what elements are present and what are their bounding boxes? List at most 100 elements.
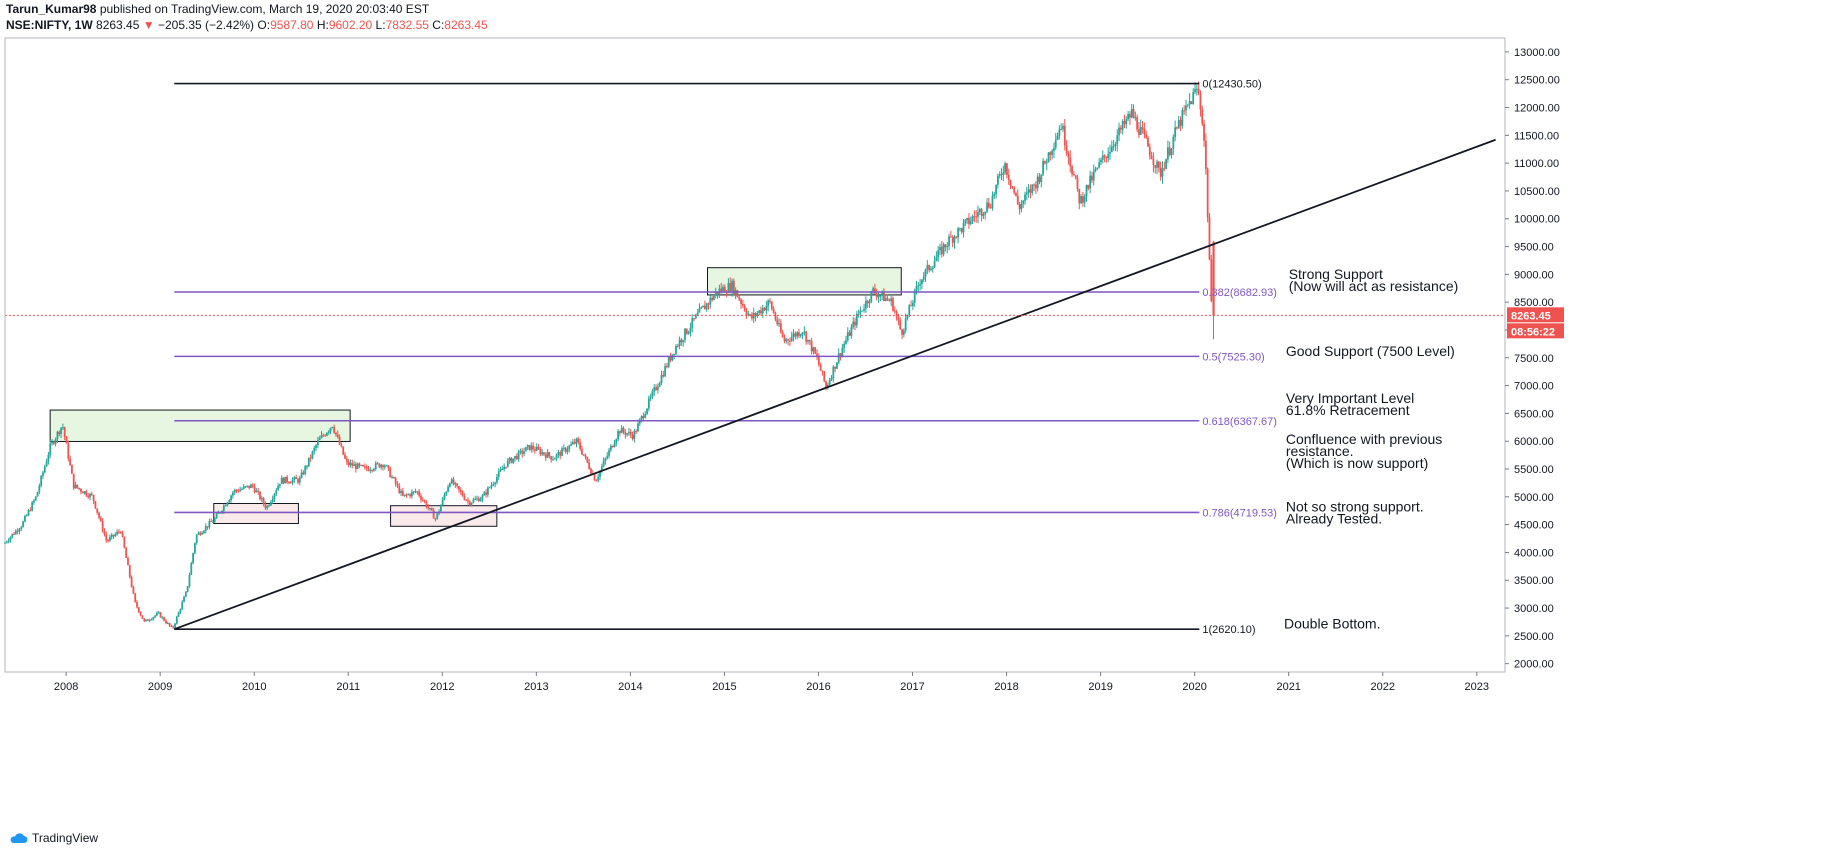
candle-body <box>1049 152 1052 155</box>
candle-body <box>148 620 151 622</box>
candle-body <box>1170 148 1173 156</box>
candle-body <box>1027 189 1030 193</box>
candle-body <box>1141 127 1144 130</box>
annot-strong-support-line: (Now will act as resistance) <box>1289 278 1459 294</box>
candle-body <box>732 280 735 295</box>
chart-header: Tarun_Kumar98 published on TradingView.c… <box>6 2 488 32</box>
candle-body <box>606 455 609 459</box>
candle-body <box>1125 119 1128 125</box>
candle-body <box>1172 136 1175 149</box>
candle-body <box>1116 135 1119 145</box>
candle-body <box>481 495 484 500</box>
candle-body <box>269 501 272 506</box>
candle-body <box>1060 128 1063 130</box>
candle-body <box>1065 145 1068 154</box>
candle-body <box>76 484 79 488</box>
candle-body <box>1203 123 1205 141</box>
candle-body <box>996 175 999 185</box>
candle-body <box>365 466 368 469</box>
candle-body <box>799 334 802 337</box>
candle-body <box>548 452 551 457</box>
candle-body <box>262 498 265 504</box>
candle-body <box>331 427 334 429</box>
candle-body <box>458 486 460 490</box>
candle-body <box>910 305 912 307</box>
candle-body <box>329 427 332 432</box>
candle-body <box>850 327 853 336</box>
candle-body <box>1154 165 1157 168</box>
candle-body <box>313 447 316 452</box>
candle-body <box>637 423 639 432</box>
candle-body <box>933 261 936 268</box>
candle-body <box>647 398 650 409</box>
high-label: H: <box>316 18 329 32</box>
candle-body <box>534 449 536 451</box>
candle-body <box>215 513 218 519</box>
candle-body <box>501 469 504 471</box>
candle-body <box>1136 117 1139 130</box>
candle-body <box>1096 167 1099 169</box>
candle-body <box>212 521 214 523</box>
ascending-trendline <box>173 138 1496 631</box>
candle-body <box>622 427 625 432</box>
candle-body <box>418 491 421 496</box>
candle-body <box>156 613 158 616</box>
y-tick-label: 5500.00 <box>1514 464 1554 476</box>
candle-body <box>770 301 773 310</box>
candle-body <box>751 314 753 319</box>
candle-body <box>190 563 193 575</box>
open-label: O: <box>257 18 271 32</box>
candle-body <box>401 490 404 496</box>
candle-body <box>682 339 685 343</box>
candle-body <box>1148 146 1151 156</box>
candle-body <box>105 534 108 541</box>
candle-body <box>707 303 710 305</box>
tradingview-logo[interactable]: TradingView <box>10 831 98 845</box>
candle-body <box>926 265 929 270</box>
candle-body <box>546 452 549 458</box>
candle-body <box>345 458 348 462</box>
candle-body <box>22 521 24 528</box>
candle-body <box>693 318 695 320</box>
candle-body <box>143 618 146 622</box>
candle-body <box>892 298 894 311</box>
candle-body <box>485 492 487 495</box>
candle-body <box>496 476 498 483</box>
candle-body <box>524 447 527 452</box>
candle-body <box>275 490 278 494</box>
candle-body <box>1130 108 1133 118</box>
candle-body <box>557 452 560 455</box>
candle-body <box>1071 166 1073 175</box>
zone-2012-low <box>390 505 498 527</box>
candle-body <box>506 460 509 467</box>
symbol-label[interactable]: NSE:NIFTY, 1W <box>6 18 93 32</box>
candle-body <box>427 507 430 509</box>
plot-frame <box>4 37 1506 673</box>
candle-body <box>778 323 780 325</box>
candle-body <box>631 434 634 439</box>
candle-body <box>747 314 750 316</box>
x-tick-label: 2019 <box>1088 681 1112 693</box>
countdown-label: 08:56:22 <box>1511 326 1555 338</box>
candle-body <box>1063 125 1066 146</box>
candle-body <box>696 312 699 315</box>
candle-body <box>812 347 815 352</box>
candle-body <box>1044 161 1046 164</box>
ohlc-line: NSE:NIFTY, 1W 8263.45 ▼ −205.35 (−2.42%)… <box>6 18 488 32</box>
candle-body <box>89 493 91 498</box>
candle-body <box>335 432 337 435</box>
candle-body <box>226 502 229 506</box>
candle-body <box>1072 174 1075 176</box>
candle-body <box>874 288 876 294</box>
candle-body <box>201 532 204 535</box>
author-name[interactable]: Tarun_Kumar98 <box>6 2 97 16</box>
annot-double-bottom-line: Double Bottom. <box>1284 615 1381 631</box>
candle-body <box>875 293 878 298</box>
candle-body <box>895 311 898 317</box>
x-tick-label: 2012 <box>430 681 454 693</box>
candle-body <box>161 617 164 619</box>
candle-body <box>253 486 256 493</box>
candle-body <box>293 477 296 480</box>
